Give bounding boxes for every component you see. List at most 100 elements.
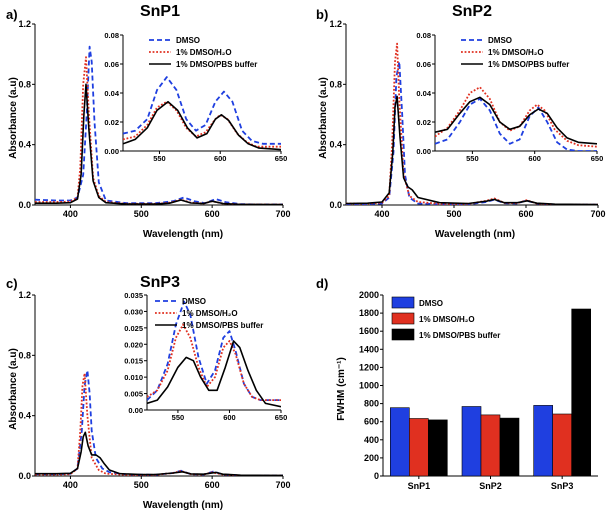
legend-label: 1% DMSO/H₂O (176, 48, 232, 57)
y-tick-label: 0.08 (104, 31, 119, 40)
legend-label: 1% DMSO/PBS buffer (176, 60, 257, 69)
inset-background (435, 35, 597, 151)
panel-label: b) (316, 7, 328, 22)
bar-snp2-2 (499, 417, 520, 477)
y-tick-label: 0.00 (128, 406, 143, 415)
x-tick-label: 500 (134, 209, 149, 219)
legend-label: 1% DMSO/H₂O (419, 315, 475, 324)
legend-swatch (391, 296, 415, 309)
y-tick-label: 2000 (359, 290, 379, 300)
x-tick-label: 400 (63, 209, 78, 219)
series-line-dmso (123, 76, 281, 145)
panel-title: SnP3 (140, 274, 180, 291)
x-tick-label: 600 (205, 209, 220, 219)
y-tick-label: 1.2 (18, 19, 31, 29)
inset-plot: 550 600 650 0.00 0.005 0.010 0.015 0.020 0.025 0.… (124, 291, 287, 422)
y-tick-label: 0.02 (104, 118, 119, 127)
legend: DMSO 1% DMSO/H₂O 1% DMSO/PBS buffer (155, 297, 263, 330)
y-tick-label: 0.8 (329, 79, 342, 89)
legend-label: DMSO (488, 36, 512, 45)
inset-plot: 550 600 650 0.00 0.02 0.04 0.06 0.08 (416, 31, 603, 163)
panel-c: c) SnP3 Absorbance (a.u) Wavelength (nm)… (6, 274, 291, 511)
x-tick-label: 600 (518, 209, 533, 219)
y-tick-label: 0 (374, 471, 379, 481)
y-tick-label: 0.015 (124, 357, 143, 366)
legend-label: 1% DMSO/PBS buffer (419, 331, 500, 340)
panel-label: a) (6, 7, 18, 22)
main-axes: 400 500 600 700 0.0 0.4 0.8 1.2 (18, 19, 290, 219)
panel-title: SnP1 (140, 3, 180, 20)
y-tick-label: 0.4 (329, 140, 342, 150)
y-tick-label: 0.04 (104, 89, 119, 98)
y-tick-label: 0.08 (416, 31, 431, 40)
x-axis-label: Wavelength (nm) (435, 229, 515, 240)
series-line-1-dmso-h-o (123, 100, 281, 148)
legend: DMSO 1% DMSO/H₂O 1% DMSO/PBS buffer (149, 36, 257, 69)
y-tick-label: 0.0 (18, 471, 31, 481)
x-tick-label: 550 (466, 154, 479, 163)
y-tick-label: 0.06 (104, 60, 119, 69)
x-tick-label: 400 (374, 209, 389, 219)
x-tick-label: SnP2 (479, 481, 502, 491)
legend-swatch (391, 312, 415, 325)
series-line-dmso (35, 45, 283, 205)
x-tick-label: 550 (172, 413, 185, 422)
y-tick-label: 0.005 (124, 390, 143, 399)
x-axis-label: Wavelength (nm) (143, 229, 223, 240)
bar-snp3-0 (533, 405, 554, 477)
y-tick-label: 0.02 (416, 118, 431, 127)
y-tick-label: 1800 (359, 308, 379, 318)
main-series (35, 369, 283, 476)
bar-snp1-1 (408, 418, 429, 477)
series-line-1-dmso-h-o (147, 323, 281, 402)
inset-plot: 550 600 650 0.00 0.02 0.04 0.06 0.08 (104, 31, 287, 163)
x-tick-label: 650 (275, 154, 288, 163)
legend-label: 1% DMSO/PBS buffer (488, 60, 569, 69)
legend-label: 1% DMSO/H₂O (182, 309, 238, 318)
series-line-1-dmso-pbs-buffer (35, 431, 283, 476)
y-tick-label: 0.00 (416, 147, 431, 156)
legend-label: 1% DMSO/H₂O (488, 48, 544, 57)
y-tick-label: 0.06 (416, 60, 431, 69)
y-tick-label: 0.04 (416, 89, 431, 98)
main-series (346, 42, 598, 205)
bar-snp1-2 (427, 419, 448, 477)
legend-label: DMSO (176, 36, 200, 45)
legend: DMSO 1% DMSO/H₂O 1% DMSO/PBS buffer (391, 296, 500, 341)
main-axes: 400 500 600 700 0.0 0.4 0.8 1.2 (18, 290, 290, 490)
panel-d: d) FWHM (cm⁻¹) 0 200 400 600 800 1000 1200 1400… (316, 276, 598, 491)
x-tick-label: 700 (275, 480, 290, 490)
y-tick-label: 0.0 (18, 200, 31, 210)
series-line-1-dmso-pbs-buffer (123, 100, 281, 151)
x-tick-label: 600 (205, 480, 220, 490)
y-tick-label: 1200 (359, 362, 379, 372)
x-tick-label: 700 (275, 209, 290, 219)
y-tick-label: 0.030 (124, 307, 143, 316)
y-tick-label: 0.0 (329, 200, 342, 210)
y-tick-label: 0.8 (18, 350, 31, 360)
bar-snp1-0 (389, 407, 410, 477)
x-axis-label: Wavelength (nm) (143, 500, 223, 511)
x-tick-label: 600 (214, 154, 227, 163)
panel-a: a) SnP1 Absorbance (a.u) Wavelength (nm)… (6, 3, 291, 240)
panel-label: d) (316, 276, 328, 291)
y-tick-label: 1000 (359, 381, 379, 391)
x-tick-label: 600 (223, 413, 236, 422)
legend-label: 1% DMSO/PBS buffer (182, 321, 263, 330)
series-line-1-dmso-pbs-buffer (346, 95, 598, 205)
y-axis-label: Absorbance (a.u) (8, 77, 19, 159)
inset-background (123, 35, 281, 151)
main-series (35, 45, 283, 205)
y-axis-label: Absorbance (a.u) (8, 348, 19, 430)
legend: DMSO 1% DMSO/H₂O 1% DMSO/PBS buffer (461, 36, 569, 69)
y-tick-label: 0.010 (124, 373, 143, 382)
x-tick-label: SnP1 (408, 481, 431, 491)
x-tick-label: 500 (446, 209, 461, 219)
bars (389, 308, 592, 477)
y-tick-label: 0.4 (18, 411, 31, 421)
y-tick-label: 1600 (359, 326, 379, 336)
y-tick-label: 0.035 (124, 291, 143, 300)
y-tick-label: 400 (364, 435, 379, 445)
panel-title: SnP2 (452, 3, 492, 20)
